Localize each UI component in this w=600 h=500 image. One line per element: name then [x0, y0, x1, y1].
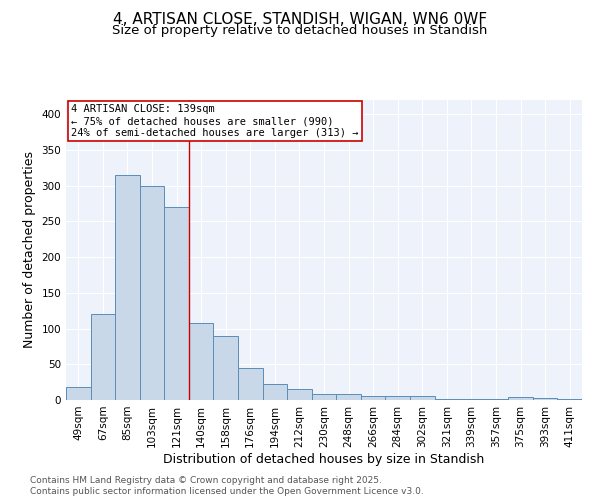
Text: 4, ARTISAN CLOSE, STANDISH, WIGAN, WN6 0WF: 4, ARTISAN CLOSE, STANDISH, WIGAN, WN6 0…	[113, 12, 487, 28]
Bar	[263, 384, 287, 400]
Text: Size of property relative to detached houses in Standish: Size of property relative to detached ho…	[112, 24, 488, 37]
Bar	[287, 390, 312, 400]
Bar	[533, 398, 557, 400]
Bar	[361, 396, 385, 400]
Bar	[336, 394, 361, 400]
Bar	[164, 207, 189, 400]
Bar	[140, 186, 164, 400]
Text: Contains public sector information licensed under the Open Government Licence v3: Contains public sector information licen…	[30, 488, 424, 496]
Bar	[410, 396, 434, 400]
Bar	[484, 398, 508, 400]
Bar	[385, 396, 410, 400]
Y-axis label: Number of detached properties: Number of detached properties	[23, 152, 36, 348]
Bar	[557, 398, 582, 400]
Bar	[115, 175, 140, 400]
Bar	[66, 387, 91, 400]
Bar	[459, 398, 484, 400]
Bar	[238, 368, 263, 400]
Bar	[91, 314, 115, 400]
Bar	[508, 397, 533, 400]
Bar	[434, 398, 459, 400]
Text: Contains HM Land Registry data © Crown copyright and database right 2025.: Contains HM Land Registry data © Crown c…	[30, 476, 382, 485]
Bar	[214, 336, 238, 400]
Bar	[312, 394, 336, 400]
X-axis label: Distribution of detached houses by size in Standish: Distribution of detached houses by size …	[163, 452, 485, 466]
Text: 4 ARTISAN CLOSE: 139sqm
← 75% of detached houses are smaller (990)
24% of semi-d: 4 ARTISAN CLOSE: 139sqm ← 75% of detache…	[71, 104, 359, 138]
Bar	[189, 323, 214, 400]
